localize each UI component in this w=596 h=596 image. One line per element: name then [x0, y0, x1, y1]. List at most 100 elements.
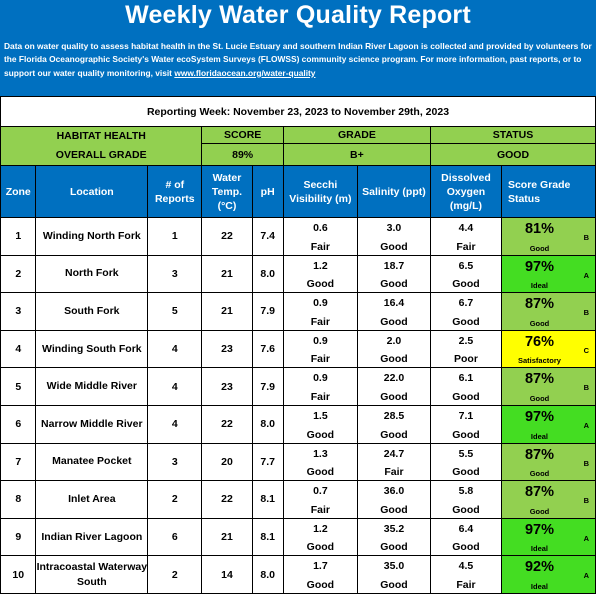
- salinity-value: 35.2: [383, 522, 405, 535]
- report-description: Data on water quality to assess habitat …: [4, 40, 594, 80]
- score-status: Ideal: [530, 431, 549, 441]
- score-status: Good: [529, 318, 550, 328]
- overall-grade-label: HABITAT HEALTH OVERALL GRADE: [0, 126, 203, 166]
- secchi-cell: 0.9 Fair: [282, 367, 358, 406]
- score-cell: 97% Ideal A: [500, 404, 596, 444]
- overall-grade-label-line2: OVERALL GRADE: [55, 149, 147, 161]
- temp-cell: 22: [201, 217, 253, 256]
- salinity-status: Good: [380, 578, 408, 591]
- salinity-value: 24.7: [383, 447, 405, 460]
- website-link[interactable]: www.floridaocean.org/water-quality: [174, 67, 316, 78]
- score-percent: 87%: [524, 484, 554, 501]
- oxygen-status: Good: [452, 278, 480, 291]
- secchi-value: 0.9: [313, 372, 328, 385]
- oxygen-status: Fair: [456, 578, 476, 591]
- secchi-status: Good: [306, 428, 335, 441]
- score-grade: A: [583, 420, 589, 430]
- secchi-value: 1.7: [313, 560, 328, 573]
- salinity-cell: 3.0 Good: [356, 217, 431, 256]
- secchi-status: Fair: [310, 315, 330, 328]
- secchi-value: 1.2: [313, 522, 328, 535]
- secchi-cell: 0.6 Fair: [282, 217, 358, 256]
- oxygen-value: 6.5: [458, 259, 474, 272]
- score-cell: 87% Good B: [500, 442, 596, 482]
- oxygen-value: 7.1: [458, 409, 474, 422]
- salinity-cell: 35.0 Good: [356, 555, 431, 594]
- score-percent: 87%: [524, 296, 554, 313]
- reports-cell: 6: [147, 517, 203, 557]
- table-row: 3 South Fork 5 21 7.9 0.9 Fair 16.4 Good 6.7 Good 8…: [0, 292, 596, 331]
- zone-cell: 10: [0, 555, 37, 594]
- salinity-value: 2.0: [386, 334, 402, 347]
- score-percent: 87%: [524, 371, 554, 388]
- reporting-week-row: Reporting Week: November 23, 2023 to Nov…: [0, 96, 596, 127]
- reports-cell: 1: [147, 217, 203, 256]
- secchi-value: 0.9: [313, 297, 328, 310]
- oxygen-status: Good: [452, 428, 480, 441]
- oxygen-value: 2.5: [458, 334, 474, 347]
- location-cell: Winding North Fork: [35, 217, 149, 256]
- salinity-value: 28.5: [383, 409, 405, 422]
- score-grade: B: [583, 458, 589, 468]
- salinity-status: Good: [380, 353, 408, 366]
- secchi-value: 0.7: [313, 485, 328, 498]
- score-status: Good: [529, 506, 550, 516]
- oxygen-cell: 4.4 Fair: [429, 217, 502, 256]
- score-status: Good: [529, 393, 550, 403]
- salinity-value: 16.4: [383, 297, 405, 310]
- score-grade: B: [583, 496, 589, 506]
- temp-cell: 22: [201, 480, 253, 519]
- score-cell: 76% Satisfactory C: [500, 329, 596, 369]
- ph-cell: 7.9: [251, 367, 284, 406]
- reports-cell: 4: [147, 404, 203, 444]
- table-row: 10 Intracoastal Waterway South 2 14 8.0 1.7 Go…: [0, 555, 596, 594]
- description-text: Data on water quality to assess habitat …: [4, 41, 592, 78]
- score-percent: 87%: [524, 446, 554, 463]
- salinity-cell: 16.4 Good: [356, 292, 431, 331]
- salinity-value: 3.0: [386, 222, 402, 234]
- zone-cell: 5: [0, 367, 37, 406]
- secchi-cell: 1.7 Good: [282, 555, 358, 594]
- secchi-cell: 0.9 Fair: [282, 329, 358, 369]
- oxygen-value: 6.4: [458, 522, 474, 535]
- oxygen-status: Good: [452, 466, 480, 479]
- secchi-status: Fair: [310, 390, 330, 403]
- header-secchi: Secchi Visibility (m): [282, 165, 358, 218]
- location-cell: Intracoastal Waterway South: [35, 555, 149, 594]
- salinity-status: Good: [380, 390, 408, 403]
- ph-cell: 8.0: [251, 254, 284, 294]
- salinity-cell: 36.0 Good: [356, 480, 431, 519]
- score-grade: C: [583, 345, 589, 355]
- secchi-value: 0.6: [313, 222, 328, 234]
- temp-cell: 20: [201, 442, 253, 482]
- ph-cell: 8.1: [251, 517, 284, 557]
- header-banner: Weekly Water Quality Report Data on wate…: [0, 0, 596, 96]
- salinity-status: Good: [380, 278, 408, 291]
- ph-cell: 7.6: [251, 329, 284, 369]
- summary-label-row: HABITAT HEALTH OVERALL GRADE SCORE GRADE…: [0, 126, 596, 166]
- secchi-status: Good: [306, 278, 335, 291]
- secchi-value: 1.3: [313, 447, 328, 460]
- header-reports: # of Reports: [147, 165, 203, 218]
- score-status: Ideal: [530, 544, 549, 554]
- location-cell: Winding South Fork: [35, 329, 149, 369]
- oxygen-status: Good: [452, 390, 480, 403]
- table-row: 9 Indian River Lagoon 6 21 8.1 1.2 Good 35.2 Goo…: [0, 517, 596, 557]
- secchi-cell: 0.7 Fair: [282, 480, 358, 519]
- report-title: Weekly Water Quality Report: [125, 1, 471, 29]
- salinity-status: Good: [380, 315, 408, 328]
- water-quality-table: Reporting Week: November 23, 2023 to Nov…: [0, 96, 596, 594]
- score-status: Ideal: [530, 281, 549, 291]
- reports-cell: 4: [147, 329, 203, 369]
- location-cell: Manatee Pocket: [35, 442, 149, 482]
- reporting-week: Reporting Week: November 23, 2023 to Nov…: [0, 96, 596, 127]
- oxygen-value: 6.7: [458, 297, 474, 310]
- score-grade: A: [583, 270, 589, 280]
- overall-status-label: STATUS: [429, 126, 596, 144]
- reports-cell: 2: [147, 480, 203, 519]
- score-grade: A: [583, 571, 589, 581]
- oxygen-cell: 6.1 Good: [429, 367, 502, 406]
- secchi-value: 1.5: [313, 409, 328, 422]
- secchi-cell: 1.5 Good: [282, 404, 358, 444]
- score-cell: 81% Good B: [500, 217, 596, 256]
